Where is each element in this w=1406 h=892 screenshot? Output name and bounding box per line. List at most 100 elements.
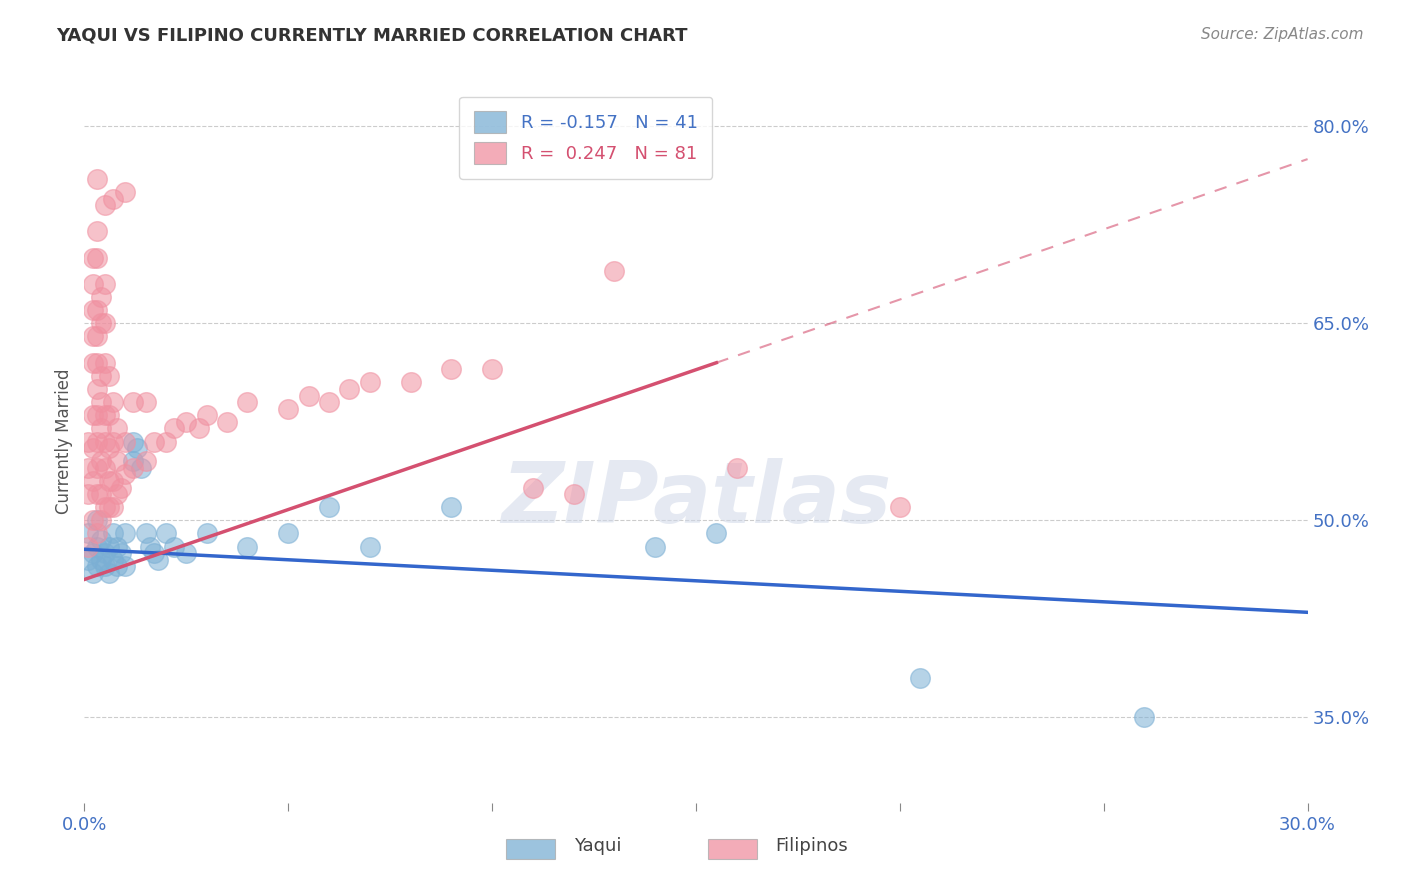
Point bbox=[77, 460, 100, 475]
Point bbox=[82, 546, 104, 560]
Point bbox=[86, 303, 108, 318]
Point bbox=[114, 467, 136, 482]
Point bbox=[725, 460, 748, 475]
Point bbox=[481, 362, 503, 376]
Point bbox=[82, 251, 104, 265]
Point bbox=[277, 526, 299, 541]
Point bbox=[146, 553, 169, 567]
Point bbox=[90, 513, 112, 527]
Point bbox=[114, 185, 136, 199]
Point bbox=[114, 526, 136, 541]
Point bbox=[82, 409, 104, 423]
Point bbox=[93, 500, 115, 515]
Point bbox=[86, 171, 108, 186]
Point bbox=[77, 434, 100, 449]
Point bbox=[93, 356, 115, 370]
Point bbox=[195, 409, 218, 423]
Point bbox=[90, 454, 112, 468]
Point bbox=[142, 434, 165, 449]
Point bbox=[1133, 710, 1156, 724]
Point bbox=[93, 316, 115, 330]
Point bbox=[93, 434, 115, 449]
Point bbox=[114, 434, 136, 449]
Point bbox=[90, 553, 112, 567]
Point bbox=[138, 540, 160, 554]
Point bbox=[101, 474, 124, 488]
Point bbox=[77, 540, 100, 554]
FancyBboxPatch shape bbox=[506, 838, 555, 859]
Legend: R = -0.157   N = 41, R =  0.247   N = 81: R = -0.157 N = 41, R = 0.247 N = 81 bbox=[460, 96, 713, 178]
Point bbox=[174, 546, 197, 560]
Point bbox=[174, 415, 197, 429]
Point bbox=[155, 526, 177, 541]
Point bbox=[86, 329, 108, 343]
Point bbox=[93, 546, 115, 560]
Point bbox=[889, 500, 911, 515]
Point bbox=[644, 540, 666, 554]
Point bbox=[90, 368, 112, 383]
Point bbox=[82, 329, 104, 343]
Point bbox=[135, 526, 157, 541]
Point bbox=[86, 460, 108, 475]
Point bbox=[105, 487, 128, 501]
Point bbox=[298, 388, 321, 402]
Point bbox=[86, 434, 108, 449]
Point bbox=[90, 290, 112, 304]
Point bbox=[217, 415, 239, 429]
Point bbox=[122, 460, 145, 475]
Point bbox=[97, 474, 120, 488]
Point bbox=[122, 434, 145, 449]
Text: Source: ZipAtlas.com: Source: ZipAtlas.com bbox=[1201, 27, 1364, 42]
Point bbox=[142, 546, 165, 560]
Point bbox=[77, 553, 100, 567]
Point bbox=[97, 540, 120, 554]
Y-axis label: Currently Married: Currently Married bbox=[55, 368, 73, 515]
Point bbox=[101, 553, 124, 567]
Point bbox=[318, 500, 340, 515]
Text: YAQUI VS FILIPINO CURRENTLY MARRIED CORRELATION CHART: YAQUI VS FILIPINO CURRENTLY MARRIED CORR… bbox=[56, 27, 688, 45]
Point bbox=[82, 566, 104, 580]
Point bbox=[97, 368, 120, 383]
Point bbox=[110, 546, 132, 560]
Point bbox=[86, 487, 108, 501]
Point bbox=[101, 395, 124, 409]
Point bbox=[135, 395, 157, 409]
Point bbox=[97, 409, 120, 423]
Point bbox=[236, 395, 259, 409]
Point bbox=[440, 362, 463, 376]
Point bbox=[97, 500, 120, 515]
Point bbox=[105, 540, 128, 554]
Point bbox=[522, 481, 544, 495]
Point bbox=[82, 277, 104, 291]
Point bbox=[195, 526, 218, 541]
Point bbox=[93, 409, 115, 423]
Point bbox=[101, 526, 124, 541]
Point bbox=[93, 559, 115, 574]
Point bbox=[105, 421, 128, 435]
Text: ZIPatlas: ZIPatlas bbox=[501, 458, 891, 541]
Point bbox=[77, 526, 100, 541]
Point bbox=[318, 395, 340, 409]
FancyBboxPatch shape bbox=[709, 838, 758, 859]
Point bbox=[277, 401, 299, 416]
Point bbox=[77, 487, 100, 501]
Point bbox=[155, 434, 177, 449]
Text: Filipinos: Filipinos bbox=[776, 838, 848, 855]
Point bbox=[359, 376, 381, 390]
Point bbox=[93, 460, 115, 475]
Point bbox=[440, 500, 463, 515]
Point bbox=[603, 264, 626, 278]
Point bbox=[93, 198, 115, 212]
Point bbox=[105, 454, 128, 468]
Point bbox=[90, 395, 112, 409]
Point bbox=[399, 376, 422, 390]
Point bbox=[86, 526, 108, 541]
Point bbox=[86, 513, 108, 527]
Point bbox=[706, 526, 728, 541]
Point bbox=[163, 421, 186, 435]
Point bbox=[82, 441, 104, 455]
Point bbox=[236, 540, 259, 554]
Point bbox=[86, 540, 108, 554]
Point bbox=[97, 566, 120, 580]
Point bbox=[105, 559, 128, 574]
